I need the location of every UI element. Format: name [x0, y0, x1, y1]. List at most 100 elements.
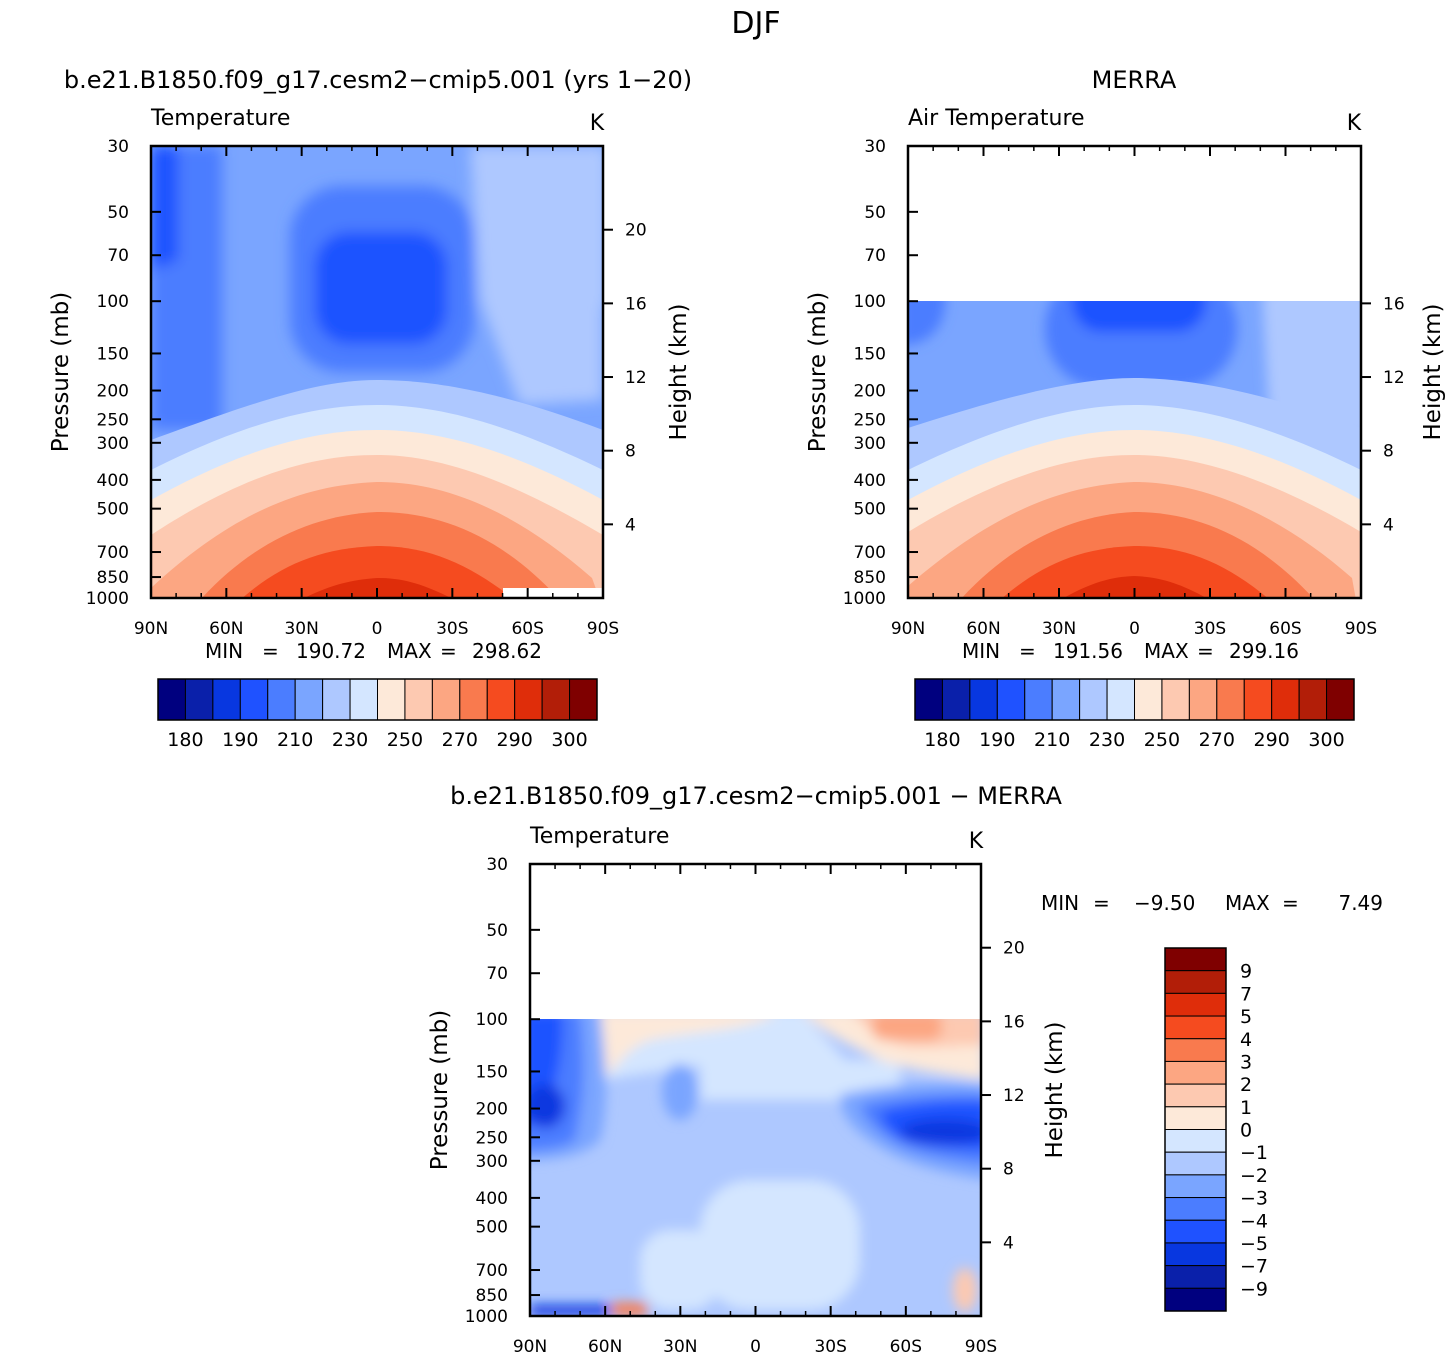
- colorbar-frame: [157, 678, 598, 721]
- band-fill: [662, 1064, 698, 1120]
- band-fill: [600, 1019, 766, 1080]
- panel-obs-title: MERRA: [1092, 66, 1177, 94]
- x-tick-label: 30N: [284, 619, 318, 639]
- figure-title: DJF: [731, 6, 780, 41]
- y-tick-label: 30: [107, 137, 129, 157]
- band-fill: [151, 146, 178, 270]
- band-fill: [470, 146, 603, 405]
- band-fill: [640, 1230, 720, 1310]
- y-tick-label: 1000: [465, 1307, 508, 1327]
- panel-model: b.e21.B1850.f09_g17.cesm2−cmip5.001 (yrs…: [48, 66, 692, 663]
- colorbar-swatch: [1164, 1129, 1227, 1153]
- x-tick-label: 90S: [1345, 619, 1377, 639]
- y-tick-label: 70: [486, 964, 508, 984]
- y-tick-label: 50: [107, 203, 129, 223]
- y-tick-label: 70: [107, 246, 129, 266]
- y2-axis-label: Height (km): [1042, 1021, 1068, 1158]
- stats-max-eq: =: [1282, 891, 1299, 915]
- stats-min-value: 191.56: [1053, 639, 1123, 663]
- y-tick-label: 700: [476, 1261, 508, 1281]
- x-tick-label: 90S: [965, 1337, 997, 1357]
- x-tick-label: 60S: [1269, 619, 1301, 639]
- y2-tick-label: 16: [1003, 1012, 1025, 1032]
- colorbar-label: 1: [1240, 1097, 1252, 1119]
- colorbar-label: 210: [277, 729, 313, 751]
- y-tick-label: 300: [854, 434, 886, 454]
- stats-max-label: MAX: [1144, 639, 1189, 663]
- colorbar-label: 0: [1240, 1120, 1252, 1142]
- colorbar-swatch: [1326, 678, 1355, 721]
- colorbar-label: 290: [1254, 729, 1290, 751]
- band-fill: [1002, 546, 1268, 598]
- y-tick-label: 500: [97, 500, 129, 520]
- colorbar-swatch: [267, 678, 296, 721]
- y-tick-label: 400: [476, 1189, 508, 1209]
- colorbar-swatch: [1164, 1106, 1227, 1130]
- stats-max-eq: =: [1197, 639, 1214, 663]
- x-tick-label: 60N: [966, 619, 1000, 639]
- y-tick-label: 700: [97, 543, 129, 563]
- band-fill: [1063, 576, 1207, 598]
- colorbar-swatch: [1164, 1083, 1227, 1108]
- band-fill: [872, 1019, 942, 1040]
- y-tick-label: 70: [864, 246, 886, 266]
- y-tick-label: 300: [97, 434, 129, 454]
- band-fill: [700, 1180, 860, 1310]
- colorbar-label: −9: [1240, 1278, 1268, 1300]
- y-tick-label: 250: [476, 1128, 508, 1148]
- colorbar-swatch: [569, 678, 598, 721]
- colorbar-swatch: [1164, 1265, 1227, 1289]
- y2-tick-label: 12: [1003, 1086, 1025, 1106]
- band-fill: [908, 301, 946, 345]
- y-tick-label: 200: [476, 1100, 508, 1120]
- colorbar-label: 3: [1240, 1051, 1252, 1073]
- y-tick-label: 500: [854, 500, 886, 520]
- stats-max-label: MAX: [387, 639, 432, 663]
- panel-diff-variable: Temperature: [529, 824, 669, 849]
- y-tick-label: 500: [476, 1218, 508, 1238]
- colorbar-swatch: [431, 678, 461, 721]
- x-tick-label: 90N: [513, 1337, 547, 1357]
- colorbar-label: 250: [387, 729, 423, 751]
- colorbar-swatch: [1164, 1287, 1227, 1312]
- y-axis-label: Pressure (mb): [48, 292, 74, 452]
- colorbar-label: 250: [1144, 729, 1180, 751]
- colorbar-swatch: [1164, 992, 1227, 1017]
- x-tick-label: 90N: [134, 619, 168, 639]
- x-tick-label: 90N: [891, 619, 925, 639]
- band-fill: [530, 1305, 610, 1316]
- colorbar-swatch: [1164, 947, 1227, 972]
- colorbar-swatch: [1164, 1242, 1227, 1267]
- y-tick-label: 400: [97, 471, 129, 491]
- stats-min-eq: =: [1093, 891, 1110, 915]
- y-tick-label: 150: [854, 344, 886, 364]
- colorbar-label: 4: [1240, 1029, 1252, 1051]
- colorbar-label: −7: [1240, 1256, 1268, 1278]
- colorbar-label: 270: [1199, 729, 1235, 751]
- y2-axis-label: Height (km): [666, 303, 692, 440]
- panel-obs-variable: Air Temperature: [908, 106, 1085, 131]
- colorbar-swatch: [1024, 678, 1053, 721]
- y-tick-label: 100: [97, 292, 129, 312]
- y2-tick-label: 16: [625, 294, 647, 314]
- x-tick-label: 30N: [663, 1337, 697, 1357]
- colorbar-label: 210: [1034, 729, 1070, 751]
- stats-max-value: 7.49: [1338, 891, 1383, 915]
- colorbar-swatch: [1243, 678, 1273, 721]
- colorbar-swatch: [1164, 1219, 1227, 1244]
- x-tick-label: 30S: [436, 619, 468, 639]
- band-fill: [612, 1303, 647, 1316]
- colorbar-swatch: [1164, 1038, 1227, 1062]
- colorbar-swatch: [514, 678, 543, 721]
- y-tick-label: 700: [854, 543, 886, 563]
- colorbar-swatch: [239, 678, 269, 721]
- band-fill: [242, 546, 513, 598]
- colorbar-swatch: [996, 678, 1026, 721]
- y2-tick-label: 4: [1003, 1233, 1014, 1253]
- colorbar-swatch: [914, 678, 943, 721]
- colorbar-label: 190: [222, 729, 258, 751]
- panel-obs-field: [908, 301, 1361, 598]
- y-tick-label: 850: [476, 1286, 508, 1306]
- colorbar-swatch: [349, 678, 378, 721]
